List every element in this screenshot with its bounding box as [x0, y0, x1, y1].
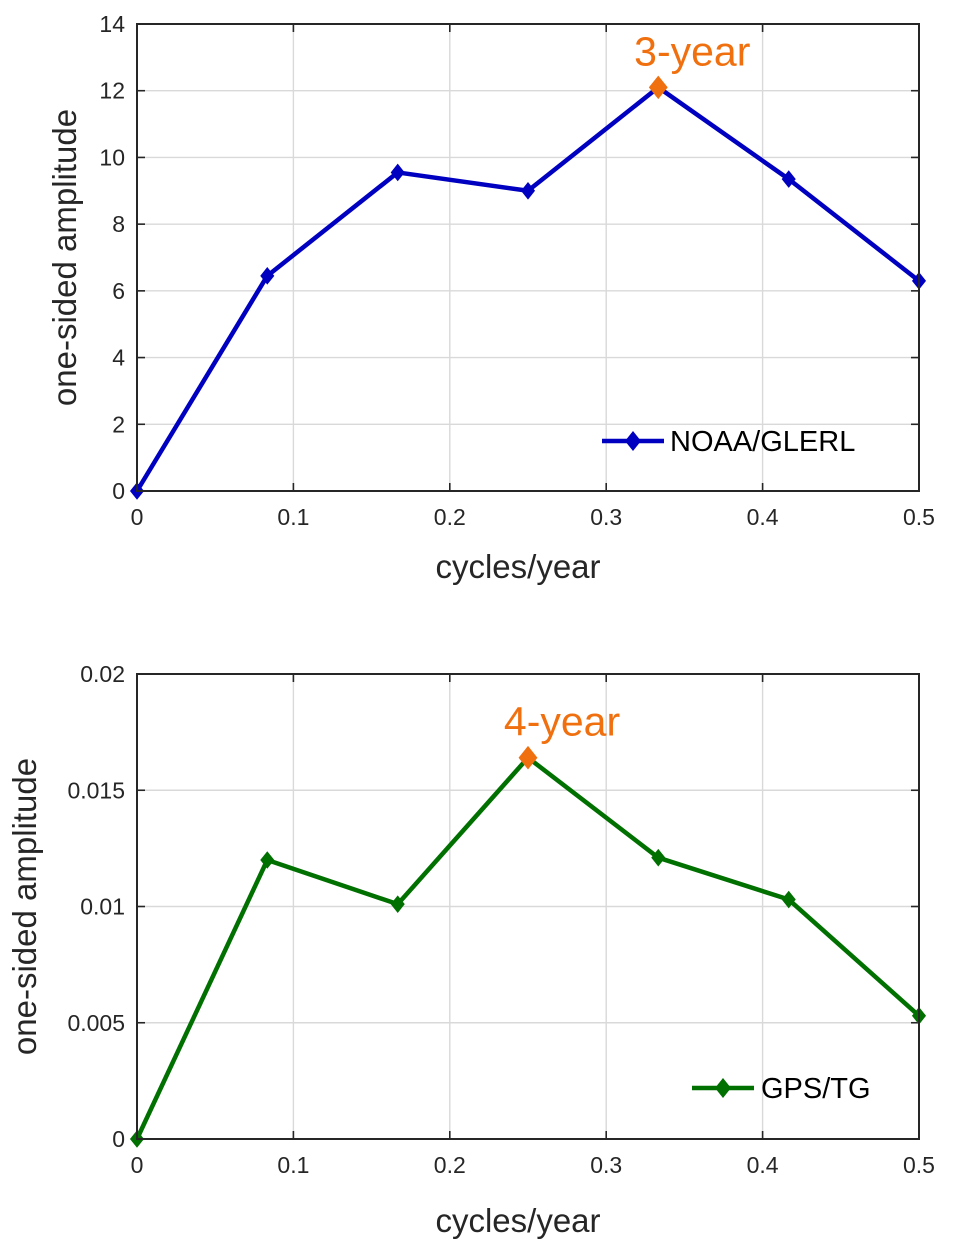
- chart-panel-top: 0 0.1 0.2 0.3 0.4 0.5 0 2 4 6 8 10 12 14 cycles/year on…: [46, 11, 935, 585]
- y-tick-label: 0: [112, 1126, 125, 1152]
- data-point: [781, 890, 796, 909]
- y-tick-label: 10: [99, 144, 125, 170]
- data-point: [520, 181, 536, 200]
- legend-marker: [625, 431, 641, 451]
- y-tick-label: 0.02: [80, 661, 125, 687]
- x-tick-label: 0.3: [590, 1152, 622, 1178]
- peak-data-point: [518, 745, 538, 770]
- x-tick-label: 0.5: [903, 504, 935, 530]
- x-tick-label: 0.1: [277, 1152, 309, 1178]
- plot-frame: [136, 673, 920, 1140]
- x-tick-label: 0.5: [903, 1152, 935, 1178]
- y-tick-label: 6: [112, 278, 125, 304]
- y-axis-label: one-sided amplitude: [6, 758, 43, 1055]
- y-tick-label: 2: [112, 411, 125, 437]
- y-tick-label: 0.01: [80, 894, 125, 920]
- x-axis-label: cycles/year: [435, 548, 600, 585]
- y-tick-label: 14: [99, 11, 125, 37]
- y-tick-label: 0: [112, 478, 125, 504]
- x-tick-label: 0: [131, 504, 144, 530]
- data-point: [260, 267, 275, 285]
- x-tick-label: 0.4: [747, 1152, 779, 1178]
- y-tick-label: 8: [112, 211, 125, 237]
- plot-frame: [136, 23, 920, 492]
- legend-marker: [715, 1078, 731, 1098]
- data-point: [390, 895, 405, 913]
- peak-annotation: 3-year: [634, 28, 750, 74]
- data-point: [390, 163, 405, 182]
- chart-panel-bottom: 0 0.1 0.2 0.3 0.4 0.5 0 0.005 0.01 0.015 0.02 cycle…: [6, 661, 935, 1239]
- y-axis-label: one-sided amplitude: [46, 109, 83, 406]
- data-point: [260, 851, 275, 869]
- y-tick-label: 12: [99, 78, 125, 104]
- legend-label: GPS/TG: [761, 1073, 871, 1105]
- x-tick-label: 0.4: [747, 504, 779, 530]
- data-point: [781, 170, 796, 188]
- x-tick-label: 0.2: [434, 504, 466, 530]
- x-axis-label: cycles/year: [435, 1202, 600, 1239]
- x-tick-label: 0: [131, 1152, 144, 1178]
- y-tick-label: 0.015: [67, 777, 125, 803]
- legend-label: NOAA/GLERL: [670, 426, 855, 458]
- peak-annotation: 4-year: [504, 699, 620, 745]
- data-point: [651, 848, 666, 867]
- x-tick-label: 0.3: [590, 504, 622, 530]
- y-tick-label: 4: [112, 345, 125, 371]
- peak-data-point: [648, 75, 668, 100]
- x-tick-label: 0.2: [434, 1152, 466, 1178]
- x-tick-label: 0.1: [277, 504, 309, 530]
- y-tick-label: 0.005: [67, 1010, 125, 1036]
